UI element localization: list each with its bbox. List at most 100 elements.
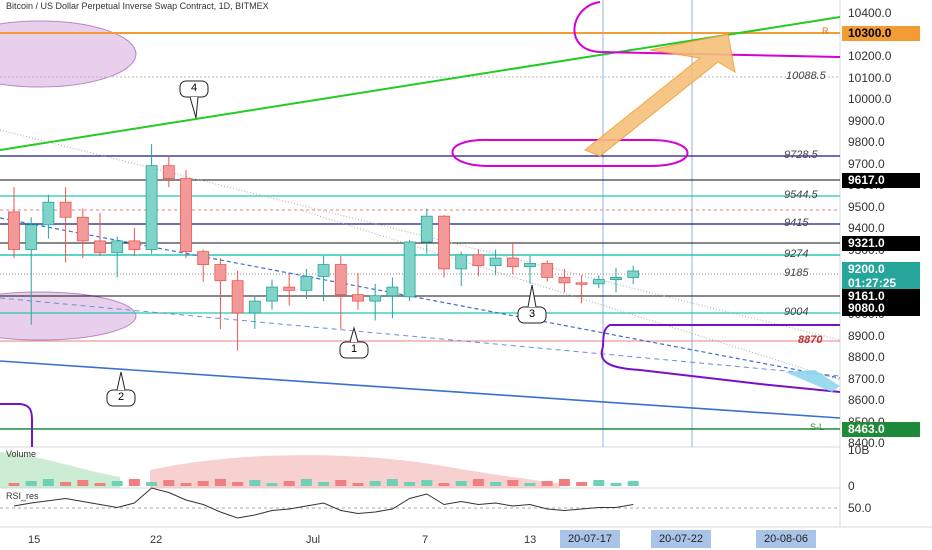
candle-body — [420, 215, 433, 243]
volume-area-green — [0, 452, 120, 488]
candle[interactable] — [506, 243, 519, 275]
candle[interactable] — [76, 208, 89, 259]
candle-body — [403, 241, 416, 298]
candle[interactable] — [180, 169, 192, 259]
candle-body — [472, 254, 485, 267]
candle[interactable] — [352, 273, 364, 310]
candle[interactable] — [317, 255, 330, 302]
candle[interactable] — [59, 187, 72, 263]
candle[interactable] — [111, 236, 124, 278]
magenta-bracket-top[interactable] — [573, 1, 841, 58]
candle-body — [266, 286, 278, 302]
volume-bar — [232, 482, 244, 486]
purple-bracket-left[interactable] — [0, 403, 33, 447]
candle[interactable] — [145, 144, 158, 254]
candle-body — [214, 264, 227, 282]
candle[interactable] — [94, 212, 106, 256]
candle[interactable] — [214, 258, 227, 330]
volume-bar — [163, 480, 175, 486]
callout-1[interactable] — [339, 326, 369, 359]
level-label-9544: 9544.5 — [784, 189, 818, 201]
chart-title: Bitcoin / US Dollar Perpetual Inverse Sw… — [6, 1, 269, 11]
time-label-22: 22 — [150, 534, 163, 546]
candle[interactable] — [25, 217, 38, 325]
candle[interactable] — [541, 260, 554, 282]
candle[interactable] — [438, 215, 450, 278]
volume-bar — [558, 479, 570, 486]
price-axis-label: 8400.0 — [848, 436, 885, 450]
candle[interactable] — [8, 187, 20, 259]
candle-body — [575, 282, 588, 285]
candle[interactable] — [455, 251, 468, 287]
candle[interactable] — [575, 275, 588, 304]
candle[interactable] — [334, 255, 347, 330]
candle[interactable] — [489, 249, 502, 276]
blue-dashed-trendline[interactable] — [0, 217, 841, 379]
volume-bar — [352, 483, 364, 486]
price-tag: 8463.0 — [842, 422, 920, 437]
candle-body — [334, 264, 347, 296]
shaded-ellipse-bottom[interactable] — [0, 291, 137, 341]
time-box-0806[interactable]: 20-08-06 — [756, 530, 817, 548]
candle[interactable] — [420, 208, 433, 254]
candle[interactable] — [128, 228, 141, 256]
stop-loss-tag: S-L — [810, 422, 825, 432]
price-axis-label: 8800.0 — [848, 350, 885, 364]
candle[interactable] — [627, 265, 640, 284]
candle-body — [42, 201, 55, 226]
candle[interactable] — [592, 275, 605, 289]
candle[interactable] — [266, 279, 278, 310]
candle[interactable] — [558, 268, 571, 293]
candle-body — [76, 216, 89, 242]
volume-area-red — [150, 455, 560, 488]
candle[interactable] — [300, 268, 313, 299]
candle-body — [317, 264, 330, 277]
price-tag: 9200.0 — [842, 262, 920, 277]
price-axis-label: 8700.0 — [848, 371, 885, 386]
candle[interactable] — [231, 271, 244, 351]
shaded-ellipse-top[interactable] — [0, 20, 137, 88]
candle-body — [610, 277, 622, 281]
price-tag: 9080.0 — [842, 301, 920, 316]
magenta-oval-target[interactable] — [451, 138, 689, 167]
grey-dotted-trendline-2[interactable] — [299, 209, 841, 381]
candle[interactable] — [162, 155, 175, 188]
candle[interactable] — [197, 249, 210, 282]
candle[interactable] — [610, 267, 622, 293]
price-tag: 9617.0 — [842, 173, 920, 188]
candle-body — [197, 251, 210, 265]
projection-arrow[interactable] — [584, 33, 736, 157]
volume-bar — [593, 480, 605, 486]
price-axis-label: 9500.0 — [848, 199, 885, 214]
candle[interactable] — [283, 273, 296, 306]
callout-3[interactable] — [517, 284, 547, 324]
callout-2-text: 2 — [118, 391, 125, 403]
volume-axis-10b: 10B — [848, 443, 870, 457]
candle-body — [300, 275, 313, 291]
volume-bar — [128, 479, 140, 486]
blue-dashed-trendline-lower[interactable] — [0, 297, 841, 377]
candle[interactable] — [472, 249, 485, 277]
blue-trendline[interactable] — [0, 360, 841, 419]
rsi-pane-label: RSI_res — [6, 491, 39, 501]
time-box-0717[interactable]: 20-07-17 — [560, 530, 621, 548]
candle[interactable] — [386, 277, 399, 319]
candle-body — [386, 286, 399, 297]
candle[interactable] — [524, 255, 536, 284]
candle[interactable] — [248, 295, 261, 330]
candle[interactable] — [42, 194, 55, 239]
callout-4[interactable] — [179, 80, 209, 119]
candle-body — [162, 165, 175, 179]
candle[interactable] — [369, 283, 382, 321]
price-tag: 9321.0 — [842, 236, 920, 251]
cyan-marker[interactable] — [785, 370, 840, 392]
grey-dotted-trendline[interactable] — [0, 129, 841, 341]
purple-bracket-bottom[interactable] — [600, 324, 841, 393]
volume-bar — [146, 482, 158, 486]
candle[interactable] — [403, 239, 416, 302]
volume-bar — [94, 483, 106, 486]
time-box-0722[interactable]: 20-07-22 — [651, 530, 712, 548]
green-trendline[interactable] — [0, 16, 841, 151]
callout-2[interactable] — [106, 371, 136, 407]
